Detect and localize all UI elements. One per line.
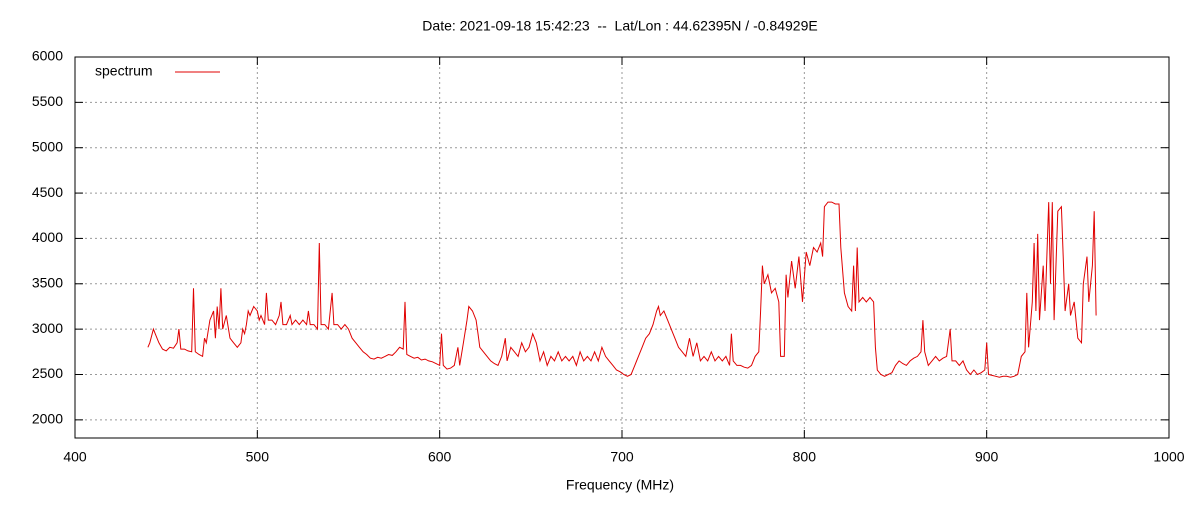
- x-tick-label: 400: [63, 449, 87, 465]
- x-tick-label: 600: [428, 449, 452, 465]
- y-tick-label: 4000: [32, 229, 63, 245]
- y-tick-label: 2500: [32, 365, 63, 381]
- x-axis-label: Frequency (MHz): [566, 477, 674, 493]
- x-tick-label: 800: [793, 449, 817, 465]
- data-line: [147, 201, 1097, 378]
- legend-label: spectrum: [95, 63, 153, 79]
- y-tick-label: 4500: [32, 184, 63, 200]
- y-tick-label: 2000: [32, 411, 63, 427]
- y-tick-label: 6000: [32, 48, 63, 64]
- plot-frame: [74, 56, 1170, 439]
- y-tick-label: 5500: [32, 93, 63, 109]
- chart-title: Date: 2021-09-18 15:42:23 -- Lat/Lon : 4…: [422, 18, 817, 34]
- x-tick-label: 700: [610, 449, 634, 465]
- x-tick-label: 900: [975, 449, 999, 465]
- y-tick-label: 3000: [32, 320, 63, 336]
- x-tick-label: 1000: [1153, 449, 1184, 465]
- x-tick-label: 500: [246, 449, 270, 465]
- y-tick-label: 3500: [32, 274, 63, 290]
- y-tick-label: 5000: [32, 138, 63, 154]
